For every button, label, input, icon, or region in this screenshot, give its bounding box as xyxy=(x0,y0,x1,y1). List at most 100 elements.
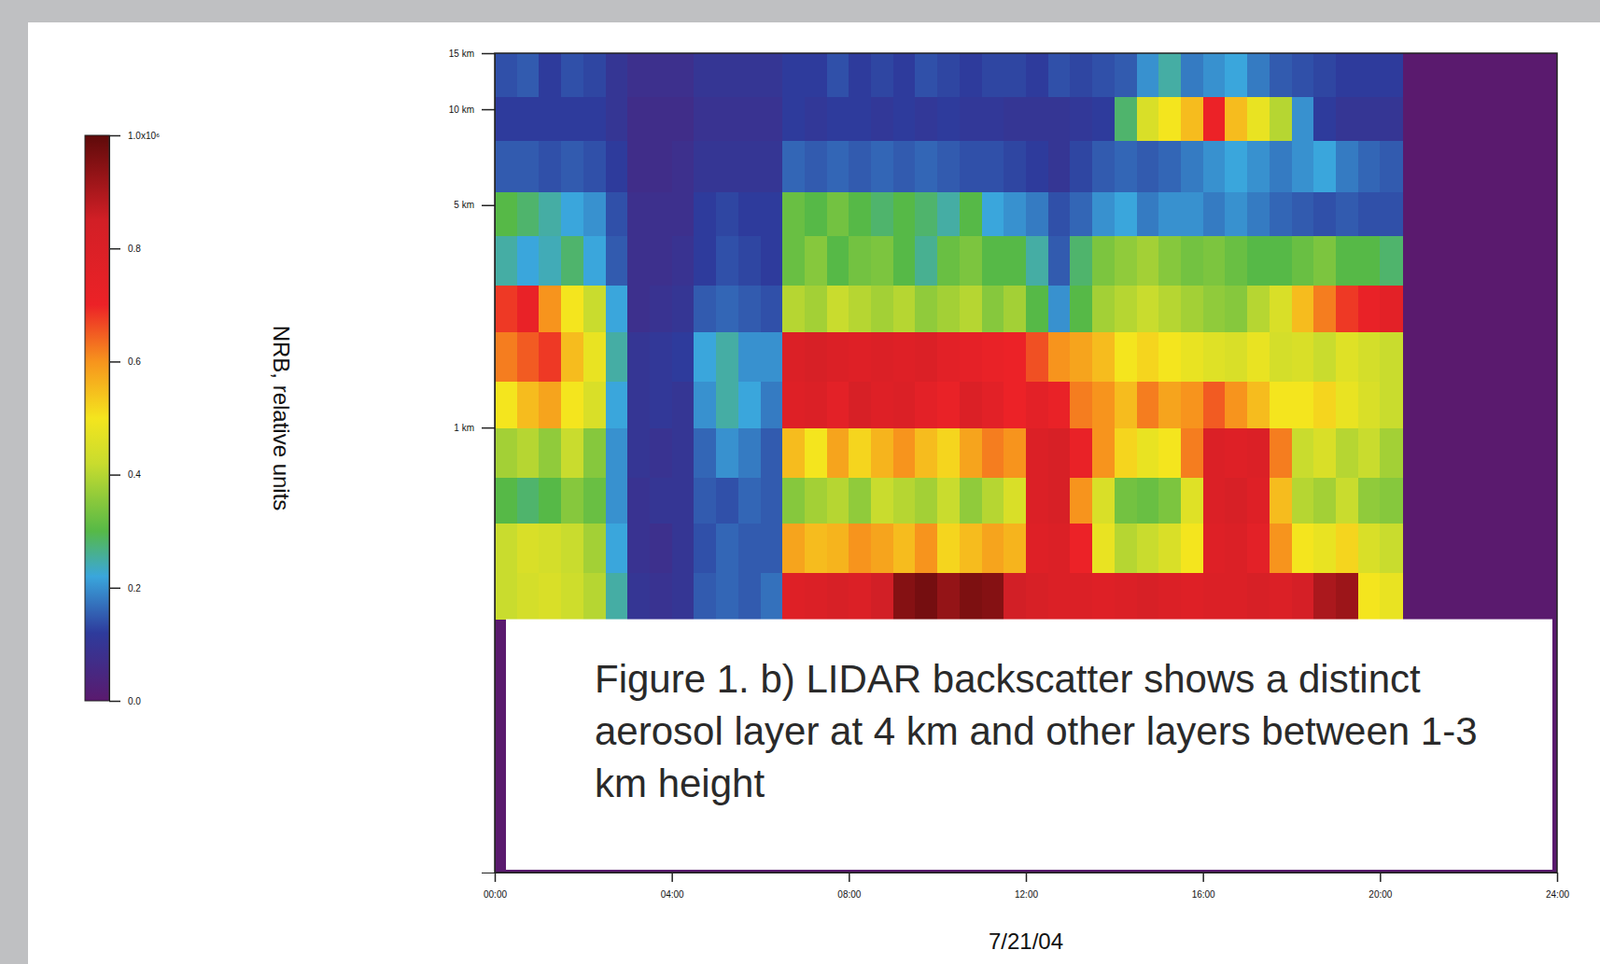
cell xyxy=(782,477,805,524)
cell xyxy=(827,192,850,238)
tick: 24:00 xyxy=(1545,872,1570,900)
cell xyxy=(715,236,739,286)
cell xyxy=(494,285,518,333)
cell xyxy=(1224,477,1248,524)
cell xyxy=(538,53,562,98)
cell xyxy=(1203,285,1226,333)
cell xyxy=(1224,285,1248,333)
cell xyxy=(672,427,695,478)
cell xyxy=(1025,427,1049,478)
cell xyxy=(782,523,805,574)
cell xyxy=(959,331,983,381)
cell xyxy=(1247,285,1270,333)
cell xyxy=(1291,331,1315,381)
cell xyxy=(517,192,540,238)
cell xyxy=(1092,380,1115,428)
tick-label: 24:00 xyxy=(1545,889,1570,900)
cell xyxy=(1358,53,1381,98)
cell xyxy=(1069,96,1093,141)
cell xyxy=(760,96,784,141)
cell xyxy=(1379,140,1403,193)
cell xyxy=(1114,427,1137,478)
cell xyxy=(760,380,784,428)
cell xyxy=(649,523,673,574)
cell xyxy=(1313,285,1336,333)
cell xyxy=(1335,140,1359,193)
cell xyxy=(583,236,606,286)
cell xyxy=(538,427,562,478)
cell xyxy=(937,427,960,478)
cell xyxy=(1003,53,1026,98)
cell xyxy=(1092,331,1115,381)
cell xyxy=(760,477,784,524)
cell xyxy=(1092,427,1115,478)
cell xyxy=(1048,236,1071,286)
cell xyxy=(914,573,938,620)
cell xyxy=(715,523,739,574)
cell xyxy=(1114,53,1137,98)
tick-label: 0.0 xyxy=(127,696,141,707)
cell xyxy=(1313,96,1336,141)
cell xyxy=(1224,573,1248,620)
cell xyxy=(1203,523,1226,574)
cell xyxy=(605,523,629,574)
plot-frame xyxy=(494,53,1558,873)
cell xyxy=(1269,140,1292,193)
cell xyxy=(605,380,629,428)
cell xyxy=(937,53,960,98)
cell xyxy=(1048,53,1071,98)
cell xyxy=(1291,96,1315,141)
tick-label: 0.2 xyxy=(127,583,141,594)
cell xyxy=(1003,331,1026,381)
cell xyxy=(605,331,629,381)
cell xyxy=(649,380,673,428)
cell xyxy=(583,427,606,478)
cell xyxy=(982,96,1005,141)
cell xyxy=(848,285,871,333)
cell xyxy=(848,53,871,98)
cell xyxy=(1025,53,1049,98)
cell xyxy=(1203,573,1226,620)
cell xyxy=(1025,96,1049,141)
cell xyxy=(782,285,805,333)
cell xyxy=(1203,427,1226,478)
cell xyxy=(1291,53,1315,98)
cell xyxy=(1313,573,1336,620)
cell xyxy=(804,477,828,524)
tick: 08:00 xyxy=(837,872,861,900)
cell xyxy=(893,285,916,333)
cell xyxy=(1379,331,1403,381)
cell xyxy=(627,236,650,286)
cell xyxy=(937,192,960,238)
cell xyxy=(649,573,673,620)
cell xyxy=(538,192,562,238)
page-frame xyxy=(0,0,1600,964)
cell xyxy=(517,380,540,428)
cell xyxy=(959,477,983,524)
cell xyxy=(760,192,784,238)
tick: 0.0 xyxy=(109,696,141,707)
cell xyxy=(1203,140,1226,193)
cell xyxy=(1203,236,1226,286)
cell xyxy=(893,236,916,286)
cell xyxy=(959,523,983,574)
cell xyxy=(517,96,540,141)
cell xyxy=(1180,140,1204,193)
cell xyxy=(827,523,850,574)
tick-mark xyxy=(109,701,121,703)
caption-box xyxy=(505,619,1553,871)
cell xyxy=(1048,573,1071,620)
cell xyxy=(1313,140,1336,193)
cell xyxy=(672,140,695,193)
cell xyxy=(1158,53,1181,98)
tick-label: 00:00 xyxy=(483,889,507,900)
cell xyxy=(494,523,518,574)
axis-line xyxy=(481,54,496,874)
cell xyxy=(1313,192,1336,238)
cell xyxy=(1025,192,1049,238)
cell xyxy=(561,427,584,478)
cell xyxy=(1136,236,1160,286)
cell xyxy=(1025,523,1049,574)
cell xyxy=(782,96,805,141)
cell xyxy=(1203,192,1226,238)
